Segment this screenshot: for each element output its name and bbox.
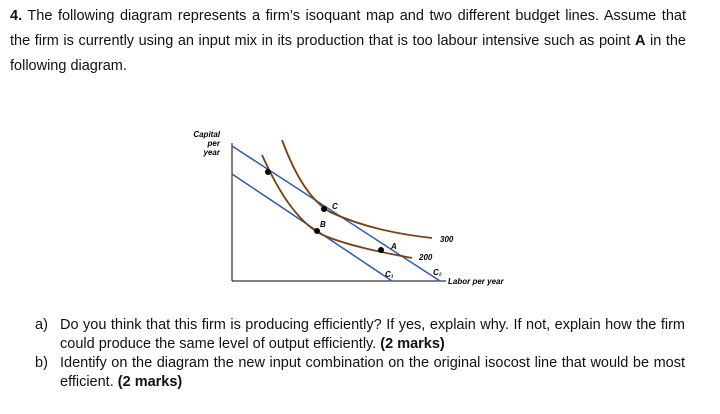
parts: a) Do you think that this firm is produci…: [35, 316, 685, 392]
part: a) Do you think that this firm is produci…: [35, 316, 685, 354]
part-text: Do you think that this firm is producing…: [60, 317, 685, 352]
y-axis-label: per: [207, 139, 221, 148]
y-axis-label: year: [203, 148, 221, 157]
part-label: a): [35, 317, 48, 333]
marks: (2 marks): [380, 336, 445, 352]
point: [321, 206, 327, 212]
y-axis-label: Capital: [193, 130, 220, 139]
part-text: Identify on the diagram the new input co…: [60, 355, 685, 390]
point: [378, 247, 384, 253]
isoquant: [281, 139, 433, 239]
point-label: B: [320, 220, 326, 229]
isocost-line: [231, 145, 441, 282]
question-number: 4.: [10, 8, 23, 24]
x-axis-label: Labor per year: [448, 277, 504, 286]
question: 4. The following diagram represents a fi…: [10, 4, 686, 79]
point: [265, 169, 271, 175]
marks: (2 marks): [117, 374, 183, 390]
isoquant-label: 200: [418, 253, 433, 262]
isoquant-label: 300: [440, 235, 454, 244]
point-name: A: [634, 33, 646, 49]
point: [314, 228, 320, 234]
point-label: C: [332, 202, 338, 211]
isocost-label: C₁: [385, 270, 394, 279]
part: b) Identify on the diagram the new input …: [35, 354, 685, 392]
isocost-label: C₂: [433, 268, 442, 277]
part-label: b): [35, 355, 48, 371]
question-text: The following diagram represents a firm’…: [10, 8, 686, 49]
question-text: in the following diagram.: [10, 33, 686, 74]
point-label: A: [390, 242, 397, 251]
